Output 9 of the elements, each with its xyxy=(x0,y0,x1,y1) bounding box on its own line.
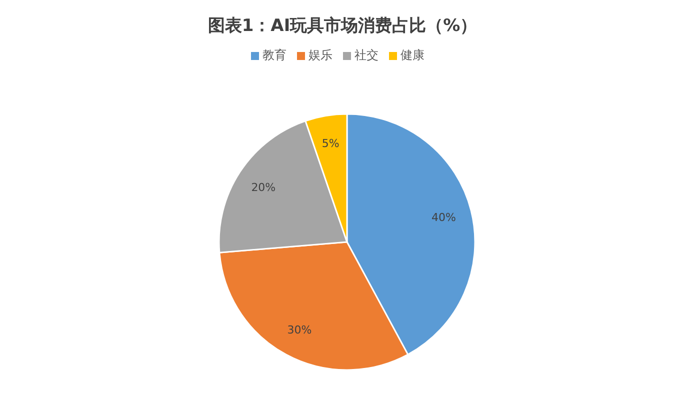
legend-label: 娱乐 xyxy=(308,48,332,62)
legend-label: 健康 xyxy=(400,48,424,62)
data-label: 20% xyxy=(251,180,276,194)
legend-label: 社交 xyxy=(354,48,378,62)
data-label: 40% xyxy=(432,210,456,224)
legend-label: 教育 xyxy=(262,48,286,62)
data-label: 5% xyxy=(322,137,340,150)
chart-title: 图表1：AI玩具市场消费占比（%） xyxy=(206,15,478,38)
data-label: 30% xyxy=(287,323,312,336)
